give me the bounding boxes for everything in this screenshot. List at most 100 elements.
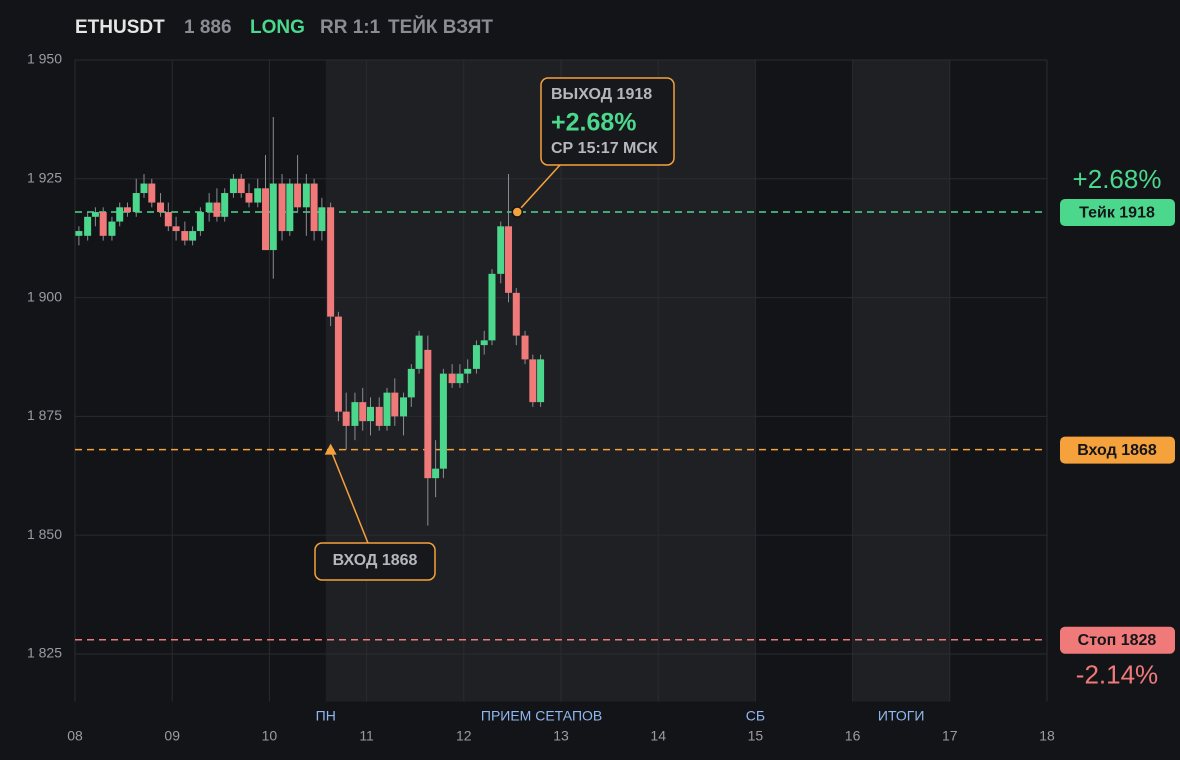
exit-marker [511,206,524,218]
y-tick-label: 1 925 [27,169,62,185]
candle-body [480,340,488,346]
candle-body [439,373,447,469]
candle-body [488,273,496,341]
candle-body [91,212,99,217]
candle-body [359,402,367,422]
candle-body [391,392,399,417]
candle-body [310,183,318,232]
candle-body [537,359,545,403]
candle-body [318,207,326,232]
candle-body [132,193,140,213]
candle-body [505,226,513,293]
y-tick-label: 1 825 [27,645,62,661]
level-pill [1060,626,1175,654]
candle-body [334,316,342,412]
side: LONG [250,17,305,38]
candle-body [262,188,270,251]
exit-pointer [516,164,561,213]
candle-body [181,231,189,241]
candle-body [172,226,180,232]
y-tick-label: 1 900 [27,288,62,304]
candle-body [196,212,204,232]
x-tick-label: 17 [942,728,958,744]
candle-body [286,183,294,232]
candle-body [424,349,432,479]
exit-time: СР 15:17 МСК [551,140,658,157]
candle-body [351,402,359,426]
candle-body [189,231,197,241]
level-pill [1060,199,1175,227]
candle-body [278,183,286,232]
candle-body [497,226,505,274]
candle-body [383,392,391,426]
level-change: +2.68% [1073,164,1162,194]
candle-body [327,207,335,317]
candle-body [254,188,262,203]
candle-body [512,292,520,336]
entry-box [314,542,436,581]
session-label: ИТОГИ [878,708,925,724]
candle-body [432,468,440,479]
candle-body [123,207,131,213]
candle-body [521,335,529,360]
candle-body [529,359,537,403]
candle-body [415,335,423,369]
candle-body [221,193,229,217]
x-tick-label: 08 [67,728,83,744]
exit-label: ВЫХОД 1918 [551,86,652,103]
candle-body [116,207,124,222]
candle-body [164,212,172,227]
candle-body [213,202,221,217]
candle-body [205,202,213,213]
entry-pointer [329,449,369,544]
level-pill [1060,436,1175,464]
x-tick-label: 15 [748,728,764,744]
candle-body [140,183,148,194]
candle-body [456,373,464,384]
x-tick-label: 16 [845,728,861,744]
x-tick-label: 12 [456,728,472,744]
y-tick-label: 1 850 [27,526,62,542]
candle-body [375,406,383,426]
level-label: Вход 1868 [1077,442,1157,459]
x-tick-label: 18 [1039,728,1055,744]
candle-body [245,193,253,203]
level-change: -2.14% [1076,660,1158,690]
candle-body [366,406,374,422]
candle-body [75,231,83,236]
candle-body [464,368,472,374]
session-label: СБ [746,708,765,724]
candle-body [99,212,107,236]
level-label: Тейк 1918 [1079,204,1155,221]
candle-body [342,411,350,426]
session-label: ПН [316,708,336,724]
candle-body [407,368,415,398]
candle-body [472,345,480,369]
exit-change: +2.68% [551,109,637,137]
candle-body [84,216,92,236]
candle-body [229,178,237,194]
session-label: ПРИЕМ СЕТАПОВ [481,708,602,724]
symbol: ETHUSDT [75,17,165,38]
candle-body [269,183,277,251]
candle-body [302,183,310,208]
x-tick-label: 14 [650,728,666,744]
x-tick-label: 13 [553,728,569,744]
entry-marker [324,443,337,455]
candle-body [400,397,408,417]
candle-body [237,178,245,194]
session-band [852,60,950,702]
exit-box [540,77,675,166]
x-tick-label: 10 [262,728,278,744]
candle-body [148,183,156,203]
candle-body [157,202,165,213]
price: 1 886 [184,17,232,38]
entry-label: ВХОД 1868 [333,552,418,569]
status: ТЕЙК ВЗЯТ [388,16,493,38]
candle-body [448,373,456,384]
y-tick-label: 1 950 [27,51,62,67]
level-label: Стоп 1828 [1078,632,1157,649]
candle-body [108,221,116,236]
x-tick-label: 11 [359,728,374,744]
